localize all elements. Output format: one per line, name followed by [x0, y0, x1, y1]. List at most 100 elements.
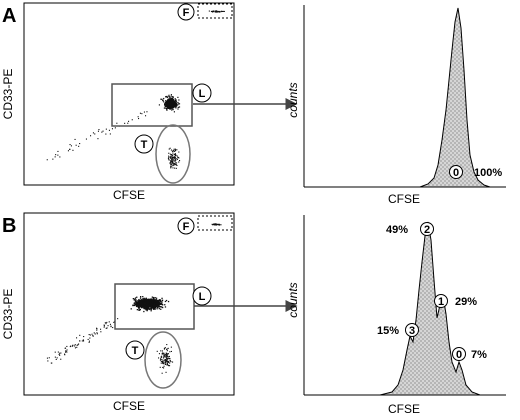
- scatter-dot: [172, 100, 174, 102]
- scatter-dot: [106, 321, 108, 323]
- scatter-dot: [172, 104, 174, 106]
- scatter-dot: [143, 298, 145, 300]
- scatter-dot: [55, 154, 57, 156]
- scatter-dot: [146, 309, 148, 311]
- scatter-dot: [173, 162, 175, 164]
- scatter-dot: [171, 164, 173, 166]
- scatter-plot-b: F L T CFSE CD33-PE: [1, 212, 235, 413]
- scatter-dot: [150, 307, 152, 309]
- scatter-dot: [104, 322, 106, 324]
- scatter-dot: [171, 150, 173, 152]
- scatter-dot: [78, 145, 80, 147]
- scatter-dot: [169, 103, 171, 105]
- scatter-dot: [166, 359, 168, 361]
- scatter-dot: [171, 163, 173, 165]
- histogram-b-div0-pct: 7%: [471, 349, 487, 361]
- scatter-dot: [167, 347, 169, 349]
- scatter-dot: [77, 344, 79, 346]
- scatter-dot: [113, 321, 115, 323]
- scatter-dot: [218, 11, 220, 13]
- scatter-dot: [144, 301, 147, 303]
- scatter-dot: [165, 105, 167, 107]
- scatter-dot: [177, 103, 180, 105]
- scatter-dot: [141, 304, 143, 306]
- scatter-a-xlabel: CFSE: [113, 188, 145, 202]
- scatter-dot: [155, 303, 158, 305]
- scatter-dot: [208, 10, 210, 12]
- scatter-dot: [139, 297, 142, 299]
- scatter-dot: [143, 310, 145, 313]
- scatter-dot: [142, 307, 144, 309]
- scatter-dot: [174, 150, 176, 152]
- scatter-a-ylabel: CD33-PE: [1, 69, 15, 120]
- scatter-dot: [161, 306, 163, 308]
- scatter-dot: [171, 162, 173, 164]
- scatter-dot: [176, 158, 178, 160]
- scatter-dot: [79, 334, 81, 336]
- histogram-b-div3-label: 3: [409, 325, 415, 337]
- scatter-dot: [136, 301, 139, 303]
- scatter-dot: [150, 310, 152, 312]
- scatter-dot: [142, 305, 144, 307]
- scatter-a-frame: [23, 2, 235, 186]
- scatter-dot: [46, 357, 48, 359]
- scatter-dot: [175, 164, 177, 166]
- scatter-dot: [165, 107, 167, 109]
- scatter-dot: [175, 159, 177, 161]
- scatter-dot: [162, 100, 164, 102]
- scatter-dot: [89, 334, 91, 336]
- scatter-dot: [173, 164, 175, 166]
- scatter-dot: [176, 158, 178, 160]
- scatter-dot: [158, 306, 160, 308]
- scatter-dot: [163, 367, 165, 369]
- scatter-dot: [172, 150, 174, 152]
- scatter-dot: [147, 298, 149, 301]
- scatter-dot: [167, 99, 169, 101]
- gate-f-marker-b: [177, 217, 195, 235]
- scatter-dot: [211, 10, 213, 12]
- scatter-dot: [171, 109, 173, 111]
- scatter-dot: [142, 301, 145, 303]
- scatter-dot: [170, 154, 172, 156]
- scatter-dot: [171, 165, 173, 167]
- scatter-dot: [103, 324, 105, 326]
- scatter-dot: [172, 98, 174, 101]
- histogram-b-div2-label: 2: [424, 224, 430, 236]
- scatter-dot: [148, 308, 150, 310]
- scatter-dot: [172, 103, 174, 105]
- scatter-dot: [163, 347, 165, 349]
- scatter-dot: [147, 306, 149, 308]
- scatter-dot: [158, 299, 161, 301]
- scatter-dot: [165, 355, 167, 357]
- scatter-dot: [144, 303, 147, 305]
- scatter-dot: [146, 306, 149, 309]
- scatter-dot: [157, 301, 159, 303]
- scatter-dot: [141, 305, 143, 307]
- scatter-dot: [213, 10, 215, 12]
- scatter-dot: [171, 160, 173, 162]
- scatter-dot: [168, 157, 170, 159]
- scatter-b-frame: [23, 212, 235, 396]
- scatter-dot: [144, 302, 147, 304]
- scatter-dot: [170, 107, 172, 109]
- scatter-dot: [169, 162, 171, 164]
- scatter-dot: [172, 106, 175, 108]
- scatter-dot: [91, 333, 93, 335]
- scatter-dot: [172, 149, 174, 151]
- scatter-dot: [165, 299, 168, 302]
- scatter-dot: [139, 309, 141, 311]
- scatter-dot: [162, 362, 164, 364]
- scatter-dot: [174, 156, 176, 158]
- scatter-dot: [146, 111, 148, 113]
- scatter-dot: [109, 323, 111, 325]
- scatter-dot: [74, 347, 76, 349]
- scatter-dot: [169, 163, 171, 165]
- scatter-dot: [171, 97, 173, 99]
- scatter-dot: [165, 353, 167, 355]
- scatter-dot: [137, 300, 139, 302]
- scatter-dot: [142, 296, 144, 298]
- scatter-dot: [66, 351, 68, 353]
- scatter-dot: [147, 307, 149, 309]
- scatter-dot: [220, 224, 222, 226]
- scatter-dot: [149, 305, 151, 307]
